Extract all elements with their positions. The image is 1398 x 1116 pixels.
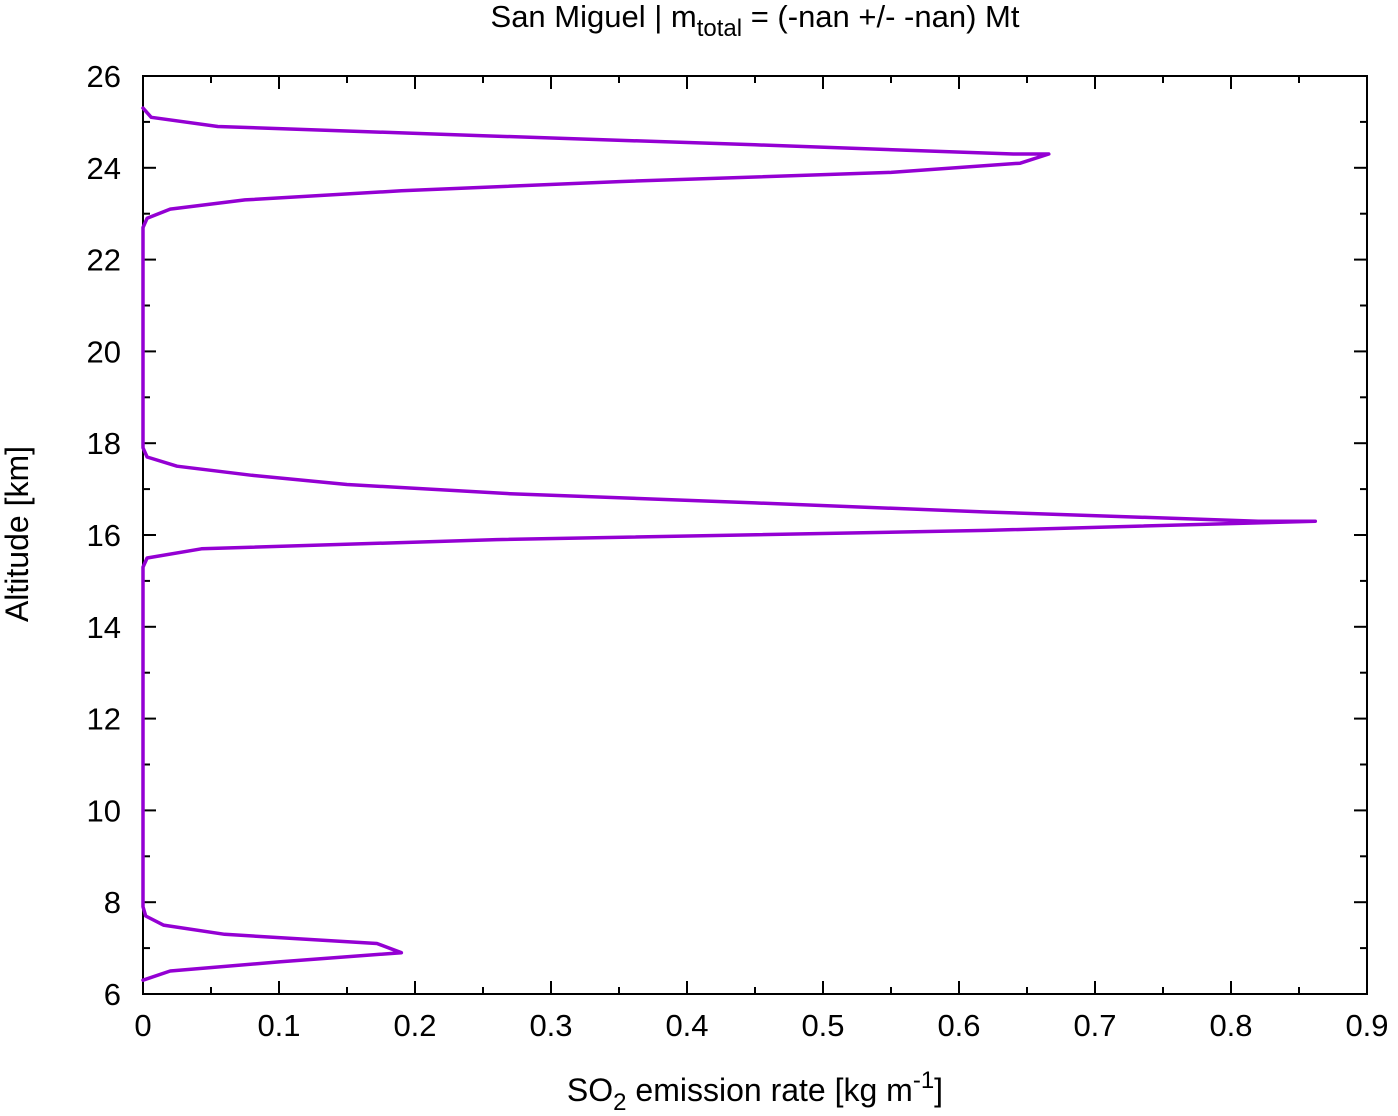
y-tick-label: 6 [104, 977, 121, 1012]
x-axis-title: SO2 emission rate [kg m-1] [567, 1067, 943, 1111]
x-tick-label: 0.2 [393, 1008, 436, 1043]
x-tick-label: 0.9 [1345, 1008, 1388, 1043]
chart-title: San Miguel | mtotal = (-nan +/- -nan) Mt [491, 0, 1020, 42]
y-tick-label: 8 [104, 885, 121, 920]
x-tick-label: 0 [134, 1008, 151, 1043]
y-tick-label: 12 [87, 702, 121, 737]
y-tick-label: 20 [87, 334, 121, 369]
y-tick-label: 10 [87, 793, 121, 828]
x-tick-label: 0.7 [1073, 1008, 1116, 1043]
x-tick-label: 0.1 [257, 1008, 300, 1043]
y-axis-title: Altitude [km] [0, 446, 35, 622]
x-tick-label: 0.8 [1209, 1008, 1252, 1043]
series-line [141, 106, 1318, 982]
y-tick-label: 24 [87, 151, 121, 186]
y-tick-label: 22 [87, 243, 121, 278]
y-tick-label: 26 [87, 59, 121, 94]
x-tick-label: 0.3 [529, 1008, 572, 1043]
x-tick-label: 0.6 [937, 1008, 980, 1043]
x-tick-label: 0.5 [801, 1008, 844, 1043]
y-tick-label: 18 [87, 426, 121, 461]
y-tick-label: 16 [87, 518, 121, 553]
y-tick-label: 14 [87, 610, 121, 645]
x-tick-label: 0.4 [665, 1008, 708, 1043]
